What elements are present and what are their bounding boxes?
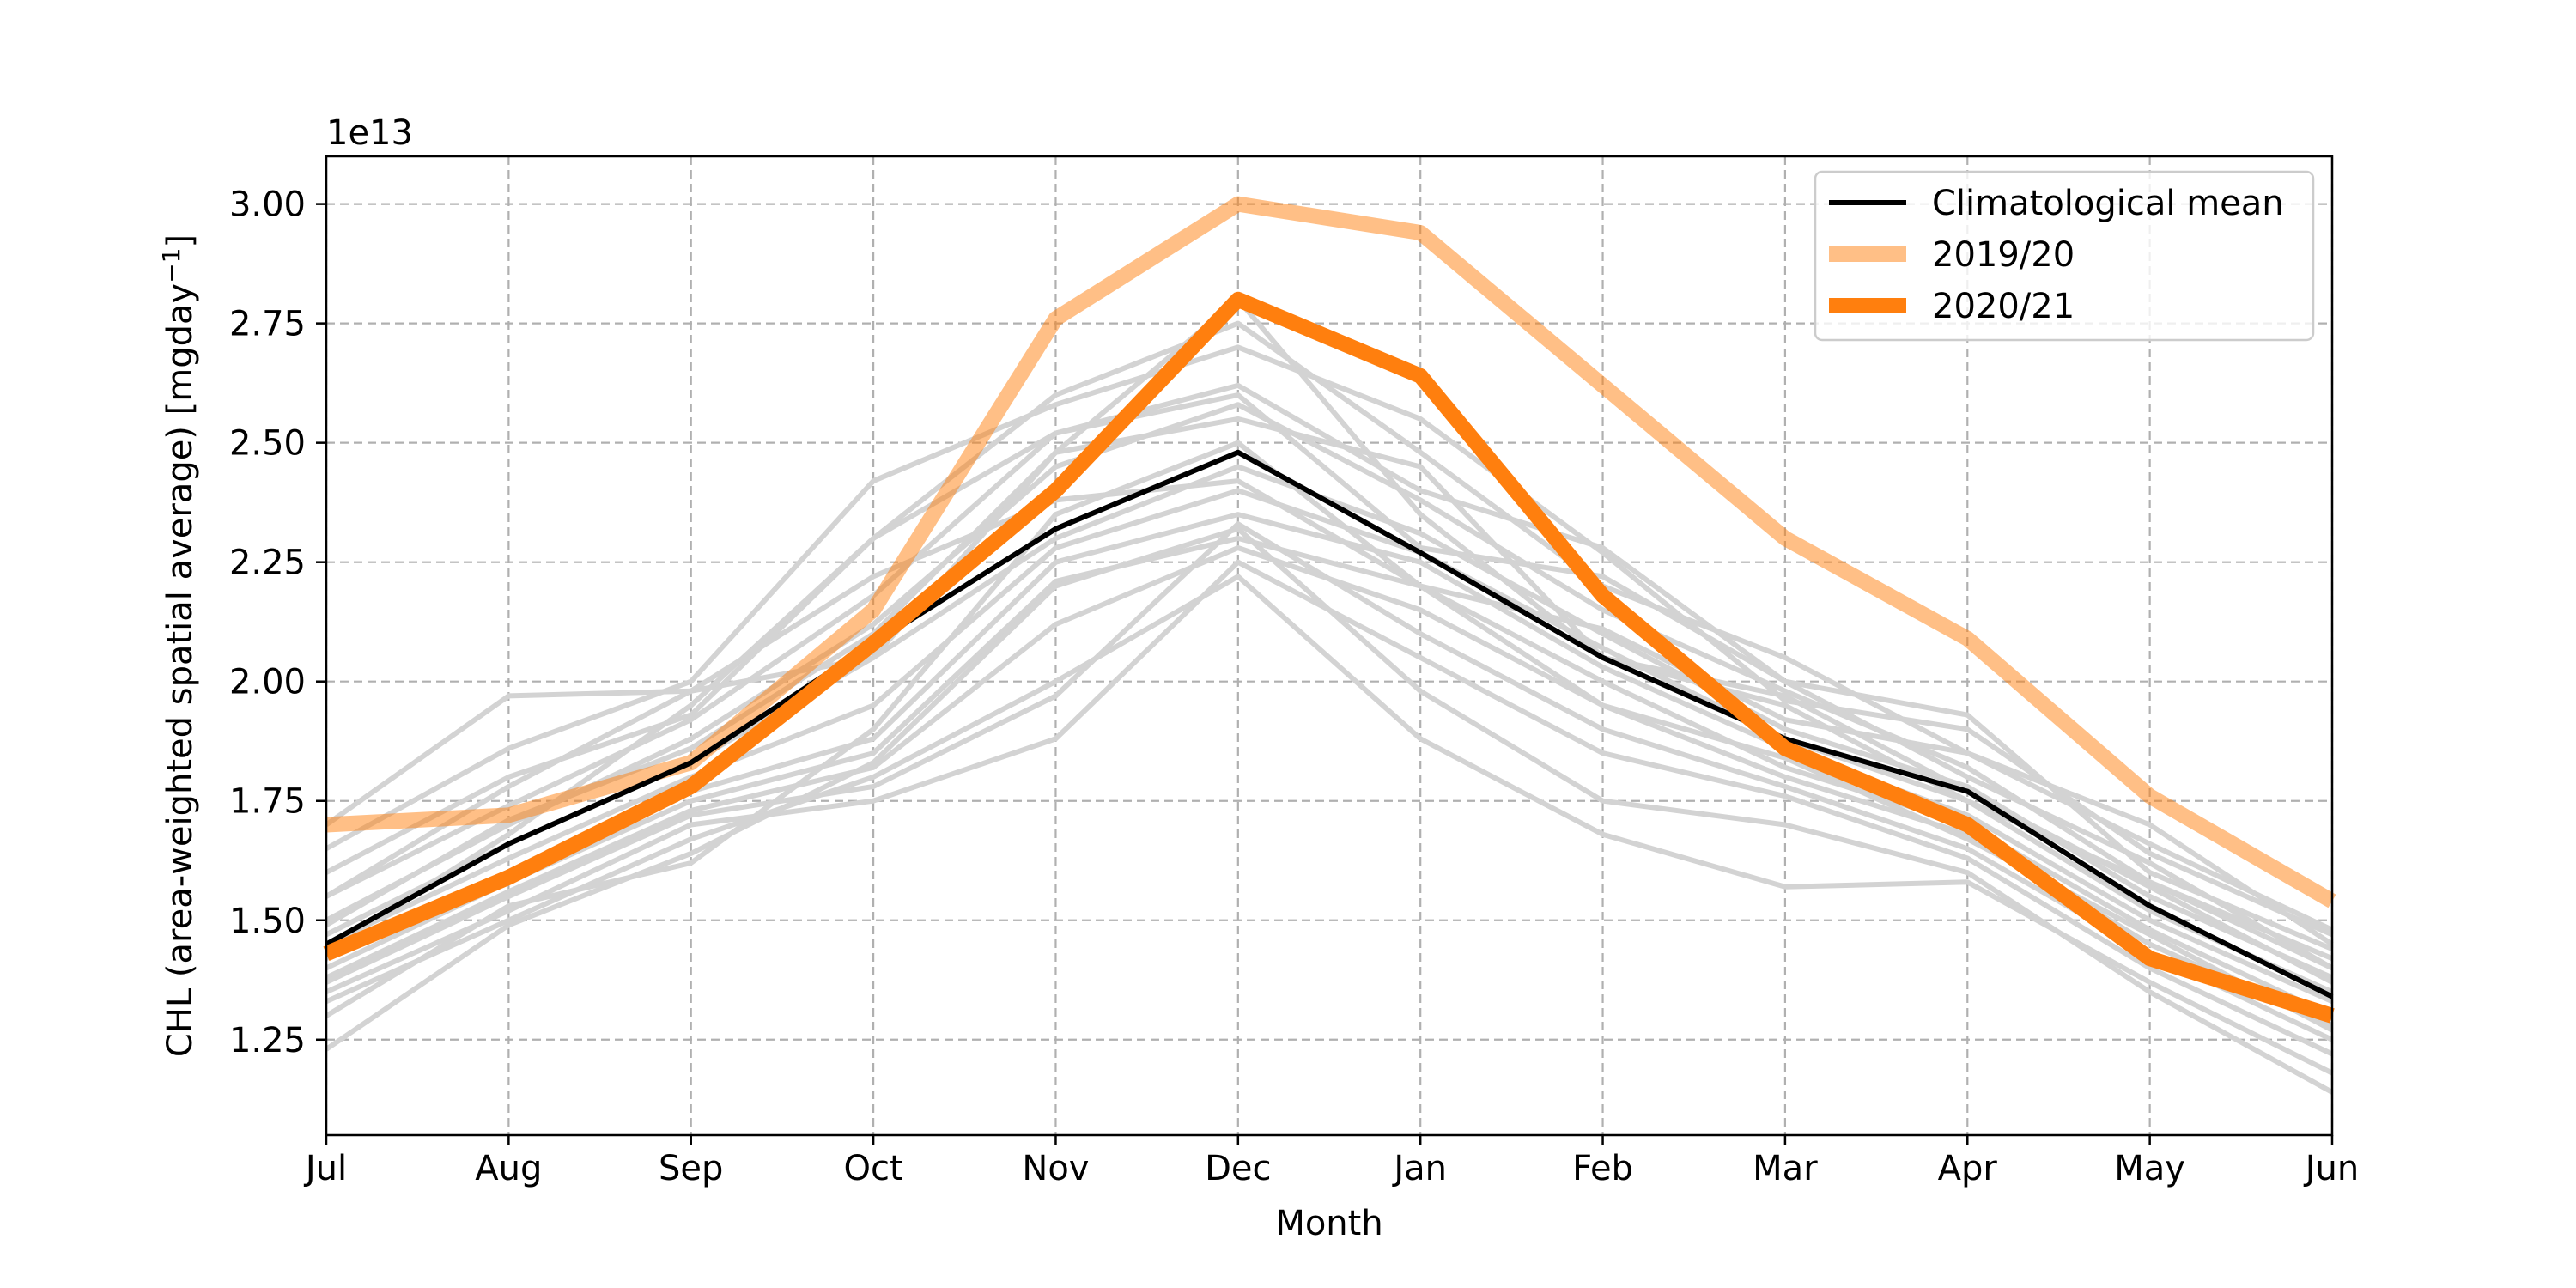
background-year-line-14 [325,526,2334,1095]
x-tick-label-jan: Jan [1391,1149,1447,1188]
y-tick-label-2-00: 2.00 [229,663,306,702]
x-tick-label-mar: Mar [1753,1149,1818,1188]
y-axis-title-exponent: −1 [157,248,185,283]
y-tick-label-1-75: 1.75 [229,782,306,822]
x-axis-title: Month [1275,1204,1382,1243]
y-axis-title-main: CHL (area-weighted spatial average) [mgd… [161,283,200,1057]
x-tick-label-jul: Jul [303,1149,347,1188]
background-year-line-8 [325,512,2334,1005]
x-axis: Jul Aug Sep Oct Nov Dec Jan Feb Mar Apr May Jun [303,1135,2359,1188]
x-tick-label-apr: Apr [1938,1149,1998,1188]
legend-label-2020-21: 2020/21 [1932,287,2075,326]
x-tick-label-sep: Sep [659,1149,723,1188]
series-line-climatological-mean [325,449,2334,999]
background-year-line-11 [325,521,2334,1042]
background-year-lines [325,296,2334,1095]
background-year-line-2 [325,344,2334,938]
x-tick-label-aug: Aug [475,1149,542,1188]
y-axis-title: CHL (area-weighted spatial average) [mgd… [157,234,200,1057]
x-tick-label-jun: Jun [2303,1149,2360,1188]
x-tick-label-may: May [2114,1149,2185,1188]
y-tick-label-2-50: 2.50 [229,424,306,464]
highlighted-lines [323,196,2336,1024]
legend-label-climatological-mean: Climatological mean [1932,184,2284,223]
x-tick-label-nov: Nov [1022,1149,1089,1188]
offset-label: 1e13 [326,113,413,153]
background-year-line-18 [325,416,2334,985]
background-year-line-13 [325,574,2334,1076]
background-year-line-16 [325,392,2334,951]
background-year-line-17 [325,478,2334,933]
y-axis-title-close: ] [161,234,200,248]
background-year-line-4 [325,382,2334,970]
plot-frame [325,155,2334,1137]
legend-box [1814,170,2315,342]
background-year-line-7 [325,488,2334,994]
y-tick-label-2-25: 2.25 [229,544,306,583]
x-tick-label-feb: Feb [1572,1149,1633,1188]
series-line-2019-20 [325,196,2336,908]
legend-label-2019-20: 2019/20 [1932,235,2075,275]
background-year-line-5 [325,402,2334,961]
x-tick-label-oct: Oct [844,1149,903,1188]
x-tick-label-dec: Dec [1205,1149,1271,1188]
y-tick-label-2-75: 2.75 [229,305,306,344]
series-line-2020-21 [323,291,2335,1024]
y-axis: 1.25 1.50 1.75 2.00 2.25 2.50 2.75 3.00 [229,185,326,1060]
y-tick-label-1-25: 1.25 [229,1021,306,1060]
y-tick-label-1-50: 1.50 [229,902,306,941]
legend: Climatological mean 2019/20 2020/21 [1814,170,2315,342]
y-tick-label-3-00: 3.00 [229,185,306,225]
